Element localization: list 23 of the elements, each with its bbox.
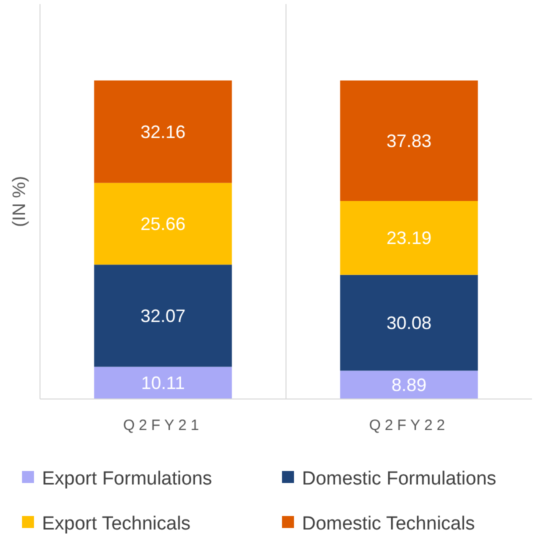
- bar: [94, 366, 232, 399]
- data-label: 32.07: [140, 306, 186, 326]
- bar: [94, 182, 232, 265]
- legend-label: Domestic Formulations: [302, 468, 496, 490]
- legend-label: Export Technicals: [42, 514, 191, 535]
- legend-label: Export Formulations: [42, 468, 212, 490]
- data-label: 10.11: [141, 373, 185, 394]
- data-label: 37.83: [386, 131, 432, 152]
- data-label: 23.19: [386, 228, 432, 248]
- data-label: 30.08: [386, 313, 432, 334]
- bar: [94, 80, 232, 183]
- bar: [340, 370, 478, 399]
- x-tick-label: Q2FY21: [123, 417, 203, 434]
- bar: [340, 200, 478, 275]
- data-label: 25.66: [140, 214, 186, 234]
- x-tick-label: Q2FY22: [369, 417, 449, 434]
- bar: [340, 80, 478, 201]
- y-axis-title: (IN %): [9, 176, 29, 227]
- legend-label: Domestic Technicals: [302, 514, 475, 535]
- data-label: 32.16: [140, 122, 186, 142]
- bar: [94, 264, 232, 367]
- data-label: 8.89: [391, 375, 427, 396]
- bar: [340, 274, 478, 371]
